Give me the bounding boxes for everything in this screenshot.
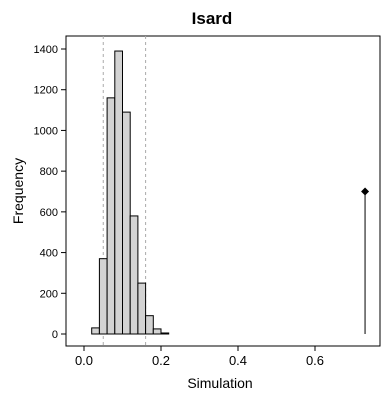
histogram-bar xyxy=(137,282,147,335)
x-tick-label: 0.6 xyxy=(306,353,324,368)
y-tick-label: 1400 xyxy=(34,44,58,56)
y-tick-label: 1000 xyxy=(34,125,58,137)
y-tick-label: 1200 xyxy=(34,85,58,97)
observed-marker xyxy=(361,187,370,196)
histogram-bar xyxy=(160,332,170,335)
y-tick-label: 400 xyxy=(40,248,58,260)
histogram-bar xyxy=(145,315,154,335)
y-tick-label: 600 xyxy=(40,207,58,219)
histogram-bar xyxy=(106,97,116,335)
chart-title: Isard xyxy=(192,9,233,28)
histogram-bar xyxy=(91,327,100,335)
y-tick-label: 0 xyxy=(52,329,58,341)
histogram-bar xyxy=(122,111,131,335)
x-axis-label: Simulation xyxy=(187,375,252,391)
histogram-bar xyxy=(98,258,108,335)
plot-area: 0 200 400 600 800 1000 1200 1400 0.0 0.2 0.4 0.6 xyxy=(34,35,381,368)
x-tick-label: 0.4 xyxy=(229,353,247,368)
y-axis-label: Frequency xyxy=(10,158,26,224)
histogram-bar xyxy=(129,215,139,335)
y-tick-label: 800 xyxy=(40,166,58,178)
x-tick-label: 0.0 xyxy=(75,353,93,368)
histogram-bar xyxy=(152,328,162,335)
y-tick-label: 200 xyxy=(40,288,58,300)
histogram-bar xyxy=(114,50,124,335)
plot-box xyxy=(65,35,381,347)
x-tick-label: 0.2 xyxy=(152,353,170,368)
